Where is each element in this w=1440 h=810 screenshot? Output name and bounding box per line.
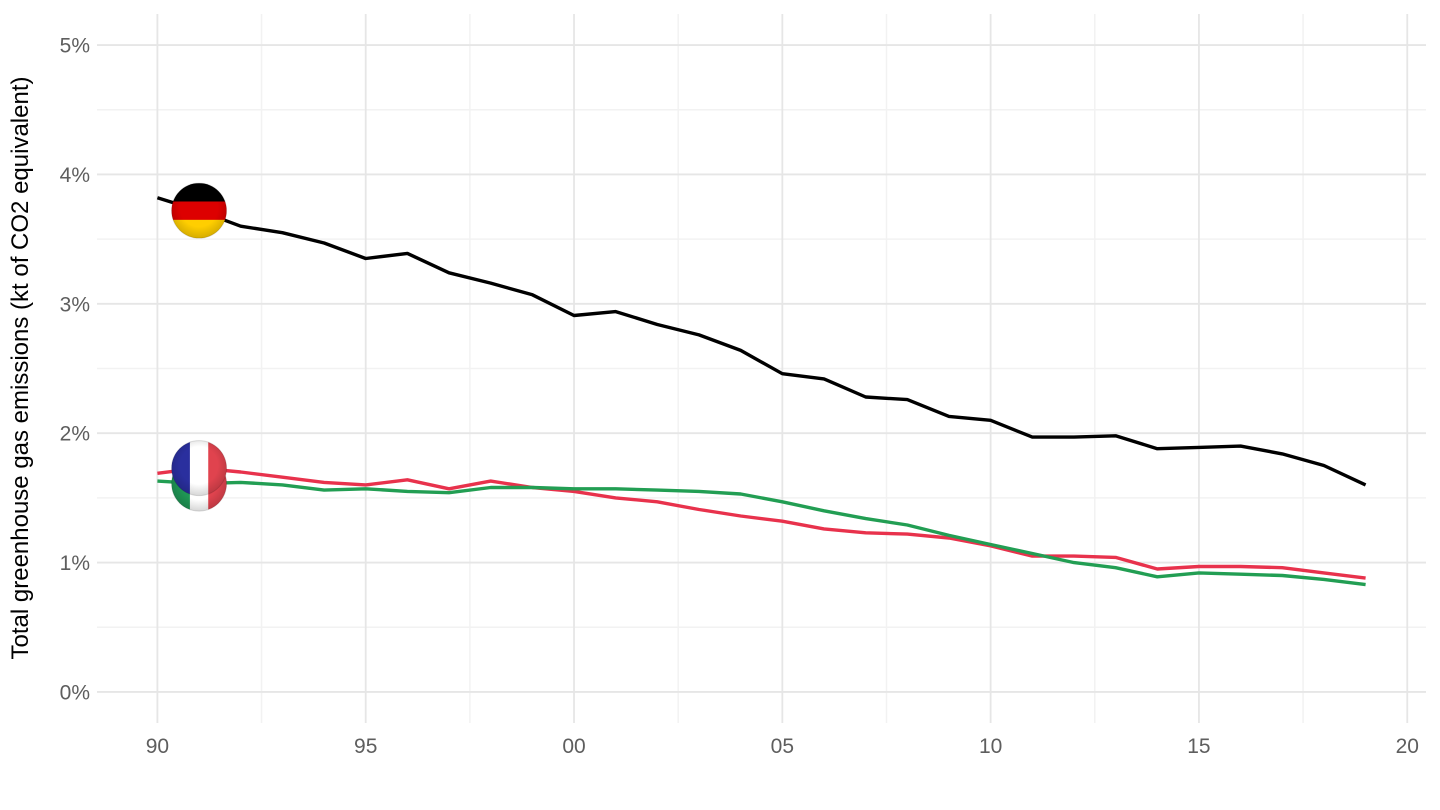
- x-tick-label-20: 20: [1396, 735, 1419, 758]
- series-line-france: [157, 466, 1366, 580]
- series-line-italy: [157, 479, 1366, 587]
- flag-markers: [171, 182, 228, 512]
- y-tick-label-0%: 0%: [60, 681, 90, 704]
- flag-outline: [171, 440, 228, 497]
- y-axis-title: Total greenhouse gas emissions (kt of CO…: [7, 77, 34, 660]
- x-tick-label-90: 90: [146, 735, 169, 758]
- flag-outline: [171, 182, 228, 239]
- france-flag-icon: [171, 440, 228, 497]
- y-tick-label-2%: 2%: [60, 423, 90, 446]
- grid-minor-lines: [97, 14, 1426, 723]
- x-tick-label-95: 95: [354, 735, 377, 758]
- germany-flag-icon: [171, 182, 228, 239]
- series-lines: [156, 196, 1367, 587]
- x-tick-label-15: 15: [1187, 735, 1210, 758]
- x-tick-label-05: 05: [771, 735, 794, 758]
- y-tick-label-5%: 5%: [60, 35, 90, 58]
- y-tick-label-3%: 3%: [60, 293, 90, 316]
- y-tick-label-1%: 1%: [60, 552, 90, 575]
- grid-major-lines: [97, 14, 1426, 723]
- flag-shade: [171, 440, 227, 496]
- x-tick-label-10: 10: [979, 735, 1002, 758]
- flag-shade: [171, 183, 227, 239]
- series-line-germany: [156, 196, 1367, 487]
- x-tick-label-00: 00: [562, 735, 585, 758]
- y-tick-label-4%: 4%: [60, 164, 90, 187]
- axis-tick-labels: 0% 1% 2% 3% 4% 5% 90 95 00 05 10 15 20: [60, 35, 1419, 758]
